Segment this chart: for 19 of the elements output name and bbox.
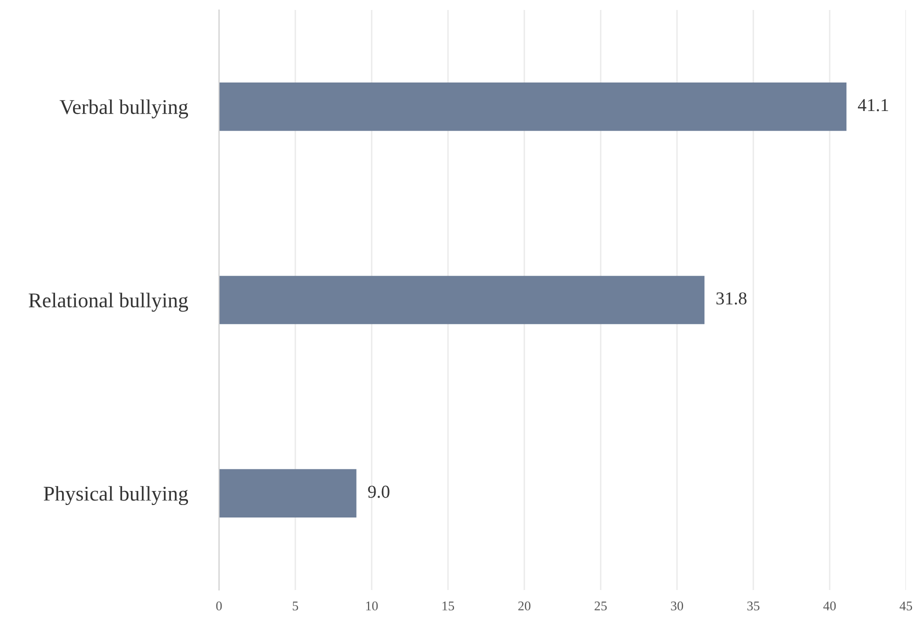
bar <box>219 276 704 324</box>
y-tick-label: Verbal bullying <box>60 99 188 118</box>
data-label: 41.1 <box>858 99 888 112</box>
x-tick-label: 5 <box>292 602 298 610</box>
bar <box>219 82 846 131</box>
x-tick-label: 20 <box>518 601 530 610</box>
x-tick-label: 30 <box>671 601 684 610</box>
data-label: 9.0 <box>368 486 390 498</box>
y-tick-label: Physical bullying <box>44 486 188 506</box>
x-tick-label: 35 <box>747 602 760 610</box>
bar <box>219 469 356 518</box>
x-tick-label: 15 <box>442 602 454 610</box>
x-tick-label: 40 <box>823 601 836 610</box>
x-tick-label: 45 <box>900 602 912 610</box>
x-tick-label: 25 <box>594 602 607 610</box>
y-tick-label: Relational bullying <box>28 292 188 312</box>
data-label: 31.8 <box>716 292 746 305</box>
x-tick-label: 0 <box>216 601 222 610</box>
x-tick-label: 10 <box>366 601 378 610</box>
